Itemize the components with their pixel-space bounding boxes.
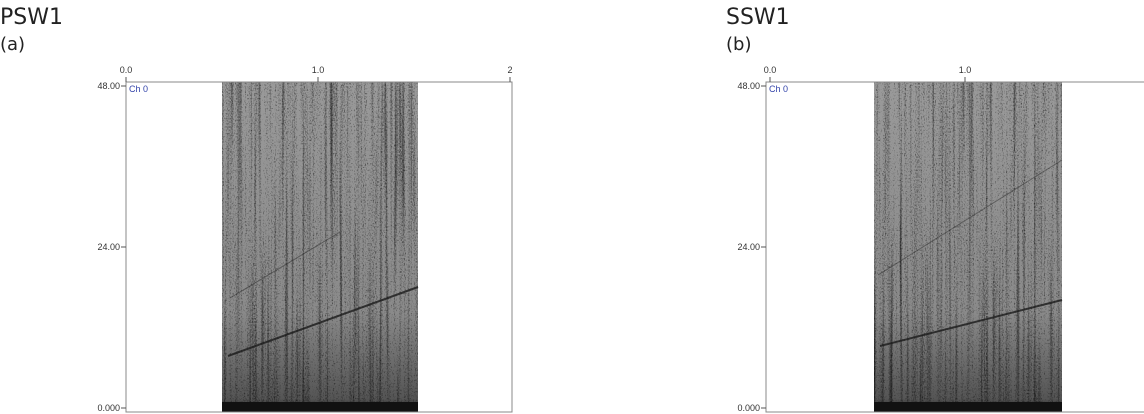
x-tick-label: 0.0 xyxy=(764,65,777,75)
x-tick-label: 0.0 xyxy=(120,65,133,75)
bottom-band xyxy=(874,402,1062,412)
y-tick-label: 0.000 xyxy=(97,403,120,413)
track-line xyxy=(227,286,419,357)
x-tick-label: 2 xyxy=(507,65,512,75)
spectrogram-noise xyxy=(874,82,1062,412)
bottom-band xyxy=(222,402,418,412)
spectrogram-noise xyxy=(222,82,418,412)
channel-label: Ch 0 xyxy=(129,84,148,94)
y-tick-label: 48.00 xyxy=(97,81,120,91)
track-line xyxy=(877,159,1063,276)
panel-label: (a) xyxy=(0,34,25,55)
y-tick-label: 48.00 xyxy=(737,81,760,91)
track-line xyxy=(879,299,1063,347)
x-tick-label: 1.0 xyxy=(312,65,325,75)
track-line xyxy=(229,231,341,299)
panel-title: SSW1 xyxy=(726,5,790,30)
panel-title: PSW1 xyxy=(0,5,63,30)
x-tick-label: 1.0 xyxy=(959,65,972,75)
y-tick-label: 0.000 xyxy=(737,403,760,413)
channel-label: Ch 0 xyxy=(769,84,788,94)
y-tick-label: 24.00 xyxy=(737,242,760,252)
y-tick-label: 24.00 xyxy=(97,242,120,252)
panel-label: (b) xyxy=(726,34,751,55)
